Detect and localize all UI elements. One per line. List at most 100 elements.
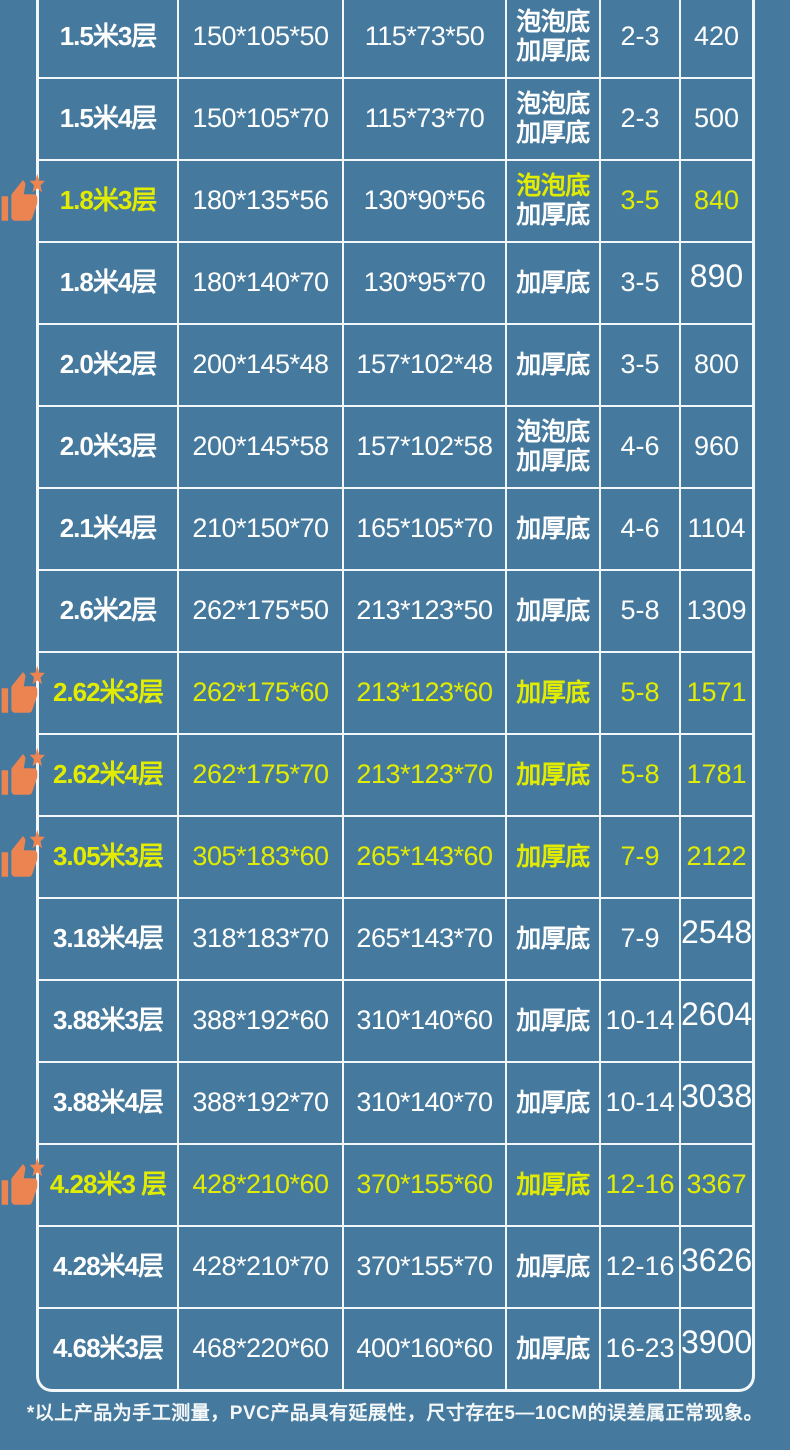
size-name-cell: 4.28米3 层 [39,1145,179,1225]
outer-dimensions-cell: 200*145*48 [179,325,344,405]
weight-cell: 3626 [681,1241,753,1278]
bottom-type-cell: 加厚底 [507,735,601,815]
inner-dimensions-cell: 213*123*50 [344,571,507,651]
thumbs-up-star-icon [0,746,47,801]
weight-cell: 960 [693,431,740,462]
bottom-type-line: 加厚底 [516,1334,590,1363]
bottom-type-line: 加厚底 [516,119,590,147]
bottom-type-line: 加厚底 [516,514,590,543]
bottom-type-cell: 加厚底 [507,1227,601,1307]
weight-cell: 3038 [681,1077,753,1114]
size-name-cell: 2.0米3层 [39,407,179,487]
table-row: 3.18米4层 318*183*70 265*143*70 加厚底 7-9 25… [39,897,752,979]
outer-dimensions-cell: 180*140*70 [179,243,344,323]
bottom-type-cell: 加厚底 [507,1309,601,1389]
outer-dimensions-cell: 428*210*70 [179,1227,344,1307]
capacity-cell: 3-5 [601,325,681,405]
bottom-type-line: 加厚底 [516,678,590,707]
weight-cell: 1781 [686,759,747,790]
outer-dimensions-cell: 150*105*70 [179,79,344,159]
bottom-type-line: 加厚底 [516,924,590,953]
capacity-cell: 5-8 [601,653,681,733]
size-name-cell: 2.1米4层 [39,489,179,569]
size-name-cell: 4.68米3层 [39,1309,179,1389]
capacity-cell: 2-3 [601,79,681,159]
outer-dimensions-cell: 262*175*70 [179,735,344,815]
inner-dimensions-cell: 165*105*70 [344,489,507,569]
table-row: 3.05米3层 305*183*60 265*143*60 加厚底 7-9 21… [1,815,752,897]
weight-cell: 800 [693,349,740,380]
table-row: 2.1米4层 210*150*70 165*105*70 加厚底 4-6 110… [39,487,752,569]
bottom-type-cell: 加厚底 [507,243,601,323]
size-name-cell: 2.0米2层 [39,325,179,405]
weight-cell: 420 [693,21,740,52]
size-name-cell: 1.8米4层 [39,243,179,323]
inner-dimensions-cell: 265*143*70 [344,899,507,979]
outer-dimensions-cell: 262*175*50 [179,571,344,651]
bottom-type-line: 泡泡底 [516,8,590,37]
size-name-cell: 2.6米2层 [39,571,179,651]
size-name-cell: 2.62米4层 [39,735,179,815]
bottom-type-cell: 加厚底 [507,817,601,897]
inner-dimensions-cell: 130*90*56 [344,161,507,241]
capacity-cell: 16-23 [601,1309,681,1389]
bottom-type-line: 加厚底 [516,1252,590,1281]
size-name-cell: 1.5米3层 [39,0,179,77]
bottom-type-cell: 泡泡底 加厚底 [507,407,601,487]
bottom-type-line: 加厚底 [516,201,590,229]
capacity-cell: 12-16 [601,1227,681,1307]
inner-dimensions-cell: 370*155*70 [344,1227,507,1307]
bottom-type-cell: 泡泡底 加厚底 [507,79,601,159]
capacity-cell: 10-14 [601,1063,681,1143]
table-row: 1.5米4层 150*105*70 115*73*70 泡泡底 加厚底 2-3 5… [39,77,752,159]
bottom-type-cell: 加厚底 [507,653,601,733]
bottom-type-cell: 泡泡底 加厚底 [507,161,601,241]
weight-cell: 2548 [681,913,753,950]
table-row: 2.6米2层 262*175*50 213*123*50 加厚底 5-8 130… [39,569,752,651]
weight-cell: 1571 [686,677,747,708]
weight-cell: 1104 [687,513,746,544]
table-row: 3.88米4层 388*192*70 310*140*70 加厚底 10-14 … [39,1061,752,1143]
capacity-cell: 12-16 [601,1145,681,1225]
inner-dimensions-cell: 157*102*58 [344,407,507,487]
bottom-type-cell: 加厚底 [507,981,601,1061]
size-name-cell: 1.8米3层 [39,161,179,241]
table-row: 2.0米2层 200*145*48 157*102*48 加厚底 3-5 800 [39,323,752,405]
size-name-cell: 1.5米4层 [39,79,179,159]
table-row: 4.28米4层 428*210*70 370*155*70 加厚底 12-16 … [39,1225,752,1307]
table-row: 2.62米4层 262*175*70 213*123*70 加厚底 5-8 17… [1,733,752,815]
inner-dimensions-cell: 265*143*60 [344,817,507,897]
outer-dimensions-cell: 210*150*70 [179,489,344,569]
outer-dimensions-cell: 468*220*60 [179,1309,344,1389]
outer-dimensions-cell: 150*105*50 [179,0,344,77]
weight-cell: 2122 [686,841,747,872]
table-row: 3.88米3层 388*192*60 310*140*60 加厚底 10-14 … [39,979,752,1061]
capacity-cell: 2-3 [601,0,681,77]
outer-dimensions-cell: 180*135*56 [179,161,344,241]
size-name-cell: 3.18米4层 [39,899,179,979]
thumbs-up-star-icon [0,1156,47,1211]
inner-dimensions-cell: 130*95*70 [344,243,507,323]
size-name-cell: 3.05米3层 [39,817,179,897]
bottom-type-line: 加厚底 [516,842,590,871]
capacity-cell: 3-5 [601,161,681,241]
table-row: 2.62米3层 262*175*60 213*123*60 加厚底 5-8 15… [1,651,752,733]
size-name-cell: 4.28米4层 [39,1227,179,1307]
inner-dimensions-cell: 213*123*60 [344,653,507,733]
table-row: 1.8米4层 180*140*70 130*95*70 加厚底 3-5 890 [39,241,752,323]
inner-dimensions-cell: 115*73*50 [344,0,507,77]
outer-dimensions-cell: 305*183*60 [179,817,344,897]
inner-dimensions-cell: 157*102*48 [344,325,507,405]
capacity-cell: 4-6 [601,407,681,487]
outer-dimensions-cell: 388*192*70 [179,1063,344,1143]
bottom-type-cell: 加厚底 [507,899,601,979]
weight-cell: 3367 [686,1169,747,1200]
inner-dimensions-cell: 310*140*70 [344,1063,507,1143]
bottom-type-cell: 加厚底 [507,1145,601,1225]
capacity-cell: 5-8 [601,571,681,651]
bottom-type-line: 加厚底 [516,350,590,379]
bottom-type-line: 加厚底 [516,268,590,297]
capacity-cell: 3-5 [601,243,681,323]
table-row: 1.8米3层 180*135*56 130*90*56 泡泡底 加厚底 3-5 8… [1,159,752,241]
bottom-type-cell: 加厚底 [507,1063,601,1143]
